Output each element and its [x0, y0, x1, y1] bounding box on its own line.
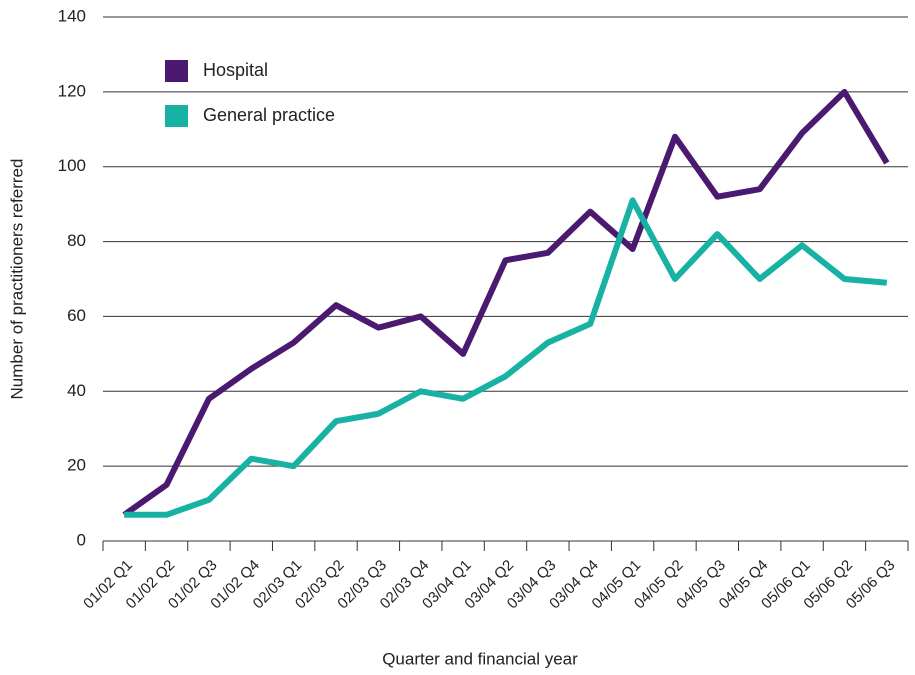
x-axis-title: Quarter and financial year [382, 649, 578, 668]
y-tick-label: 60 [67, 306, 86, 325]
y-tick-label: 0 [77, 530, 86, 549]
legend-label: Hospital [203, 60, 268, 80]
legend-swatch [165, 60, 188, 82]
y-tick-label: 120 [58, 81, 86, 100]
series-line [124, 197, 888, 518]
y-tick-label: 20 [67, 456, 86, 475]
y-tick-label: 100 [58, 156, 86, 175]
series-line [122, 88, 890, 518]
y-tick-label: 140 [58, 6, 86, 25]
y-tick-label: 40 [67, 381, 86, 400]
y-tick-label: 80 [67, 231, 86, 250]
legend-label: General practice [203, 105, 335, 125]
y-axis-title: Number of practitioners referred [7, 159, 26, 400]
legend-swatch [165, 105, 188, 127]
